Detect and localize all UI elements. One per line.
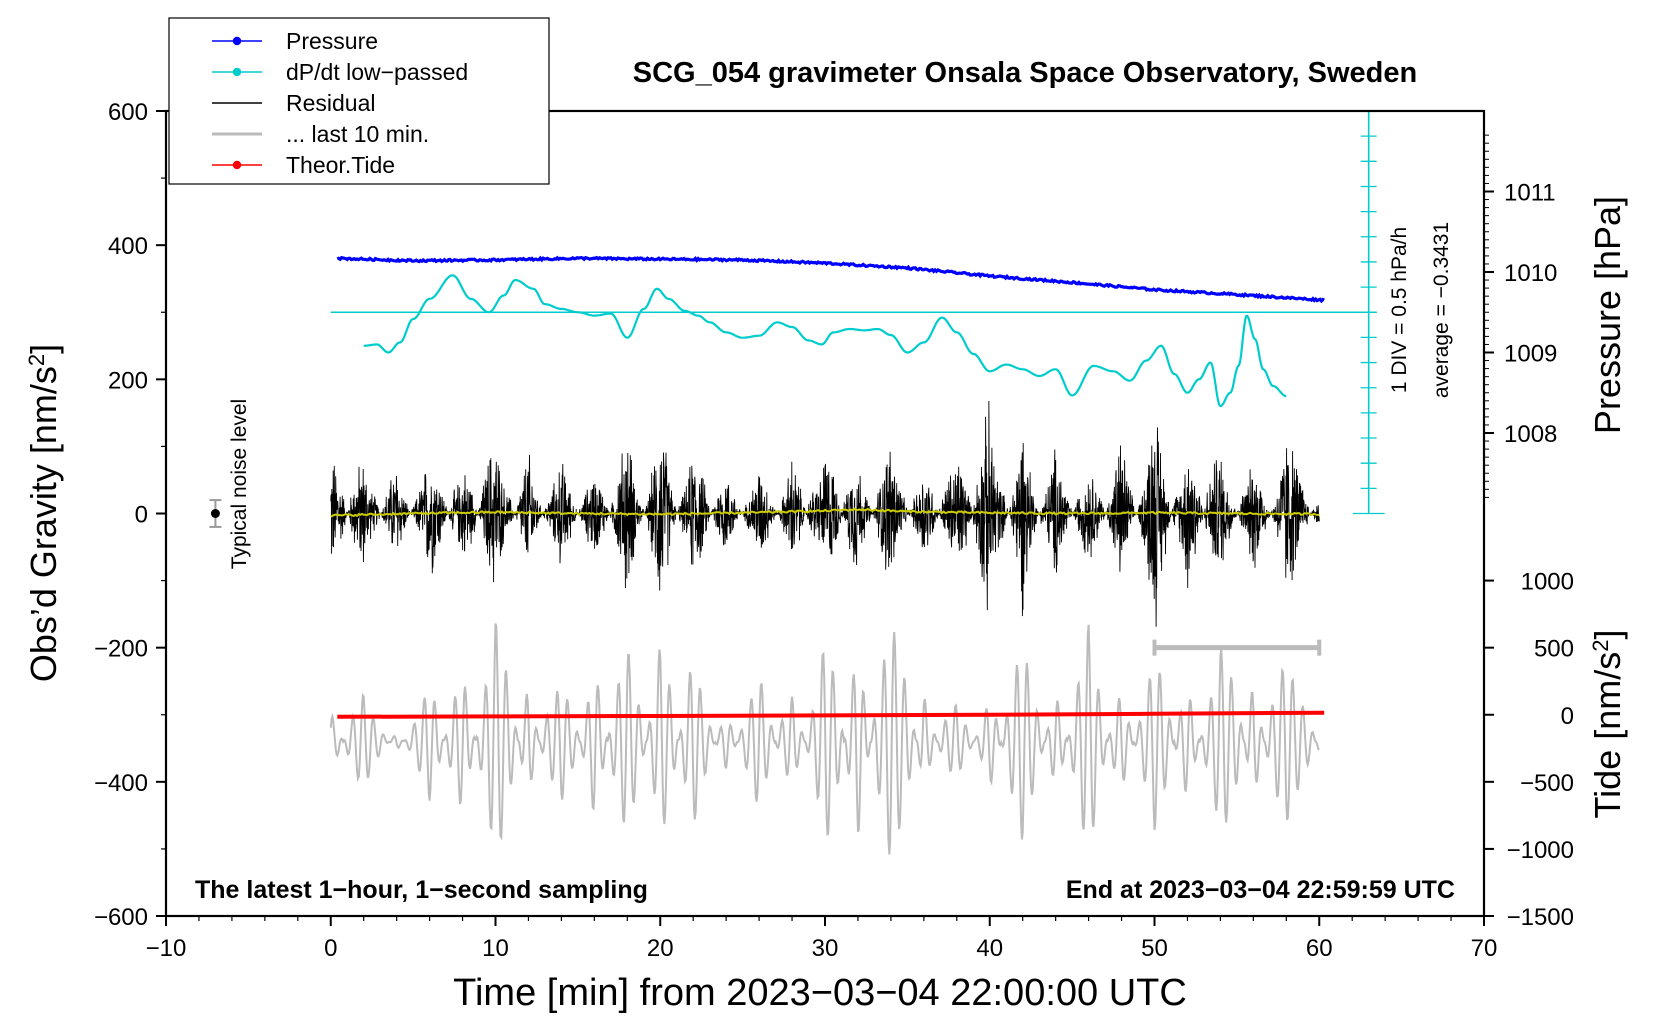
axis-layer: −10 0 10 20 30 40 50 60 70 −600 −400 −200 0 200 400 600… <box>94 99 1574 962</box>
left-axis-tick-label: 0 <box>135 502 148 529</box>
series-pressure-line <box>336 255 1325 304</box>
x-axis-tick-label: 0 <box>324 935 337 962</box>
legend-box <box>168 17 550 185</box>
dpdt-average-label: average = −0.3431 <box>1430 222 1453 398</box>
legend-marker <box>232 160 242 170</box>
series-smoothed-residual-line <box>330 507 1320 518</box>
pressure-axis-tick-label: 1011 <box>1504 180 1556 207</box>
dpdt-division-label: 1 DIV = 0.5 hPa/h <box>1388 227 1411 393</box>
data-layer <box>209 110 1385 855</box>
left-axis-label: Obs’d Gravity [nm/s2] <box>23 344 64 682</box>
legend-label: Theor.Tide <box>286 152 395 178</box>
left-axis-tick-label: −600 <box>94 904 148 931</box>
left-axis-label-main: Obs’d Gravity [nm/s <box>23 366 64 682</box>
tide-axis-label-end: ] <box>1587 630 1628 640</box>
pressure-axis-tick-label: 1008 <box>1504 421 1557 448</box>
noise-marker-point <box>210 509 220 518</box>
left-axis-tick-label: 600 <box>108 99 148 126</box>
annotation-latest-hour: The latest 1−hour, 1−second sampling <box>195 876 648 904</box>
tide-axis-tick-label: 1000 <box>1521 569 1574 596</box>
tide-axis-tick-label: 0 <box>1561 703 1574 730</box>
series-dpdt-line <box>363 274 1287 408</box>
left-axis-tick-label: 200 <box>108 367 148 394</box>
left-axis-tick-label: −400 <box>94 770 148 797</box>
left-axis-label-sup: 2 <box>24 354 49 366</box>
tide-axis-tick-label: −500 <box>1520 770 1574 797</box>
series-residual-line <box>330 400 1320 627</box>
x-axis-tick-label: 20 <box>647 935 674 962</box>
series-theor-tide-line <box>337 710 1325 719</box>
legend-label: Pressure <box>286 28 378 54</box>
pressure-axis-label: Pressure [hPa] <box>1587 196 1628 434</box>
annotation-end-time: End at 2023−03−04 22:59:59 UTC <box>1066 876 1455 904</box>
left-axis-tick-label: 400 <box>108 233 148 260</box>
left-axis-label-end: ] <box>23 344 64 354</box>
legend-label: ... last 10 min. <box>286 121 429 147</box>
series-last10min-line <box>329 623 1320 855</box>
legend-marker <box>232 36 242 46</box>
x-axis-tick-label: 70 <box>1471 935 1498 962</box>
x-axis-tick-label: 30 <box>812 935 839 962</box>
tide-axis-label-sup: 2 <box>1588 640 1613 652</box>
legend-marker <box>232 67 242 77</box>
left-axis-tick-label: −200 <box>94 636 148 663</box>
x-axis-tick-label: 10 <box>482 935 509 962</box>
tide-axis-tick-label: 500 <box>1534 636 1574 663</box>
x-axis-tick-label: −10 <box>146 935 187 962</box>
noise-level-label: Typical noise level <box>228 399 251 569</box>
tide-axis-label-main: Tide [nm/s <box>1587 652 1628 819</box>
chart-title: SCG_054 gravimeter Onsala Space Observat… <box>633 57 1417 89</box>
pressure-axis-tick-label: 1010 <box>1504 260 1557 287</box>
x-axis-tick-label: 40 <box>976 935 1003 962</box>
tide-axis-tick-label: −1500 <box>1507 904 1574 931</box>
legend-label: dP/dt low−passed <box>286 59 468 85</box>
legend: Pressure dP/dt low−passed Residual ... last… <box>168 17 550 185</box>
tide-axis-tick-label: −1000 <box>1507 837 1574 864</box>
x-axis-tick-label: 60 <box>1306 935 1333 962</box>
legend-label: Residual <box>286 90 376 116</box>
pressure-axis-tick-label: 1009 <box>1504 341 1557 368</box>
tide-axis-label: Tide [nm/s2] <box>1587 630 1628 819</box>
x-axis-tick-label: 50 <box>1141 935 1168 962</box>
x-axis-label: Time [min] from 2023−03−04 22:00:00 UTC <box>453 972 1187 1014</box>
